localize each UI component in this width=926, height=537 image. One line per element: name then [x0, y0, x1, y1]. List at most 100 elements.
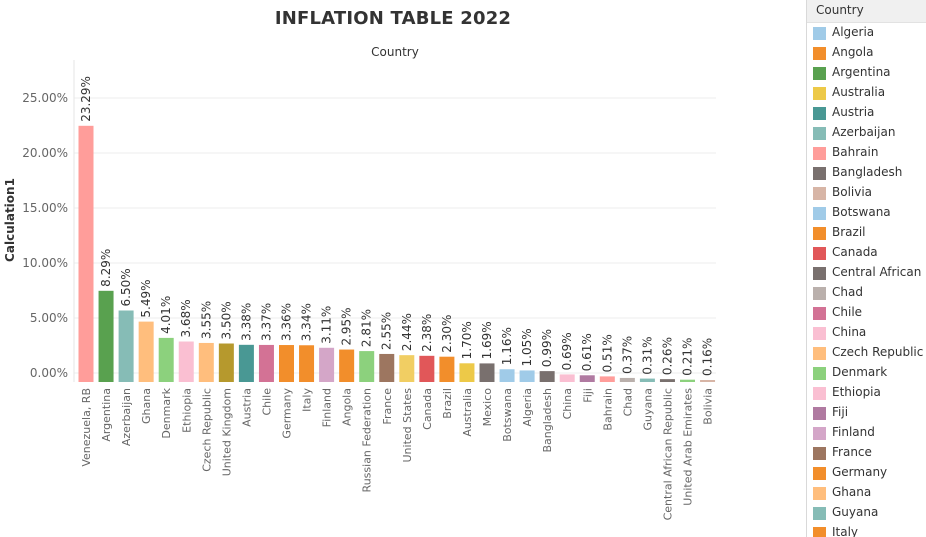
bar[interactable] [319, 347, 335, 382]
x-tick-label: Fiji [581, 388, 594, 403]
bar[interactable] [299, 345, 315, 382]
bar-value-label: 4.01% [159, 296, 173, 334]
bar-value-label: 0.16% [701, 338, 715, 376]
x-tick-label: Denmark [160, 387, 173, 438]
x-tick-label: Angola [341, 388, 354, 426]
legend-swatch [813, 407, 826, 420]
bar[interactable] [218, 343, 234, 383]
bar[interactable] [700, 380, 716, 382]
bar[interactable] [399, 355, 415, 382]
bar[interactable] [279, 345, 294, 382]
x-tick-label: Central African Republic [661, 388, 674, 520]
legend-item[interactable]: Ghana [813, 484, 926, 504]
legend-item[interactable]: China [813, 324, 926, 344]
bar-value-label: 0.37% [620, 336, 634, 374]
legend-item[interactable]: Chad [813, 284, 926, 304]
x-tick-label: United Arab Emirates [682, 388, 695, 506]
bar[interactable] [639, 378, 655, 382]
legend-item[interactable]: Fiji [813, 404, 926, 424]
bar[interactable] [659, 379, 675, 382]
x-tick-label: Botswana [501, 388, 514, 442]
bar-value-label: 2.44% [400, 313, 414, 351]
bar[interactable] [78, 125, 94, 382]
legend-item[interactable]: Italy [813, 524, 926, 537]
legend-item[interactable]: Austria [813, 104, 926, 124]
bar[interactable] [339, 349, 355, 382]
bar[interactable] [258, 344, 274, 382]
bar[interactable] [178, 341, 194, 382]
legend-item[interactable]: Botswana [813, 204, 926, 224]
legend-item[interactable]: Bahrain [813, 144, 926, 164]
legend-item[interactable]: Argentina [813, 64, 926, 84]
legend-label: Bangladesh [832, 165, 903, 179]
bar[interactable] [98, 290, 114, 382]
legend-item[interactable]: Brazil [813, 224, 926, 244]
x-tick-label: Bangladesh [541, 388, 554, 453]
y-tick-labels: 0.00% 5.00% 10.00% 15.00% 20.00% 25.00% [22, 91, 68, 380]
legend-item[interactable]: Germany [813, 464, 926, 484]
legend-label: Brazil [832, 225, 866, 239]
legend-item[interactable]: Central African R [813, 264, 926, 284]
legend-item[interactable]: Czech Republic [813, 344, 926, 364]
bar-value-label: 3.68% [179, 299, 193, 337]
legend-title: Country [807, 0, 926, 23]
bar[interactable] [238, 344, 254, 382]
y-tick-label: 15.00% [22, 201, 68, 215]
bar[interactable] [499, 369, 515, 382]
bar[interactable] [619, 377, 635, 382]
bar-value-label: 3.34% [300, 303, 314, 341]
legend-swatch [813, 207, 826, 220]
bar-value-label: 3.37% [259, 303, 273, 341]
bar[interactable] [198, 342, 214, 382]
bar[interactable] [359, 351, 375, 382]
bar[interactable] [680, 379, 695, 382]
legend-item[interactable]: Australia [813, 84, 926, 104]
x-tick-label: Finland [321, 388, 334, 427]
x-tick-label: Germany [281, 388, 294, 439]
legend-label: Canada [832, 245, 878, 259]
legend-swatch [813, 167, 826, 180]
bar[interactable] [539, 371, 555, 382]
bar[interactable] [158, 337, 174, 382]
bar[interactable] [459, 363, 475, 382]
x-tick-label: Australia [461, 388, 474, 437]
bar[interactable] [579, 375, 595, 382]
x-tick-label: Russian Federation [361, 388, 374, 492]
bar-value-label: 1.70% [460, 321, 474, 359]
bar-value-label: 2.30% [440, 315, 454, 353]
legend-item[interactable]: Angola [813, 44, 926, 64]
legend-swatch [813, 327, 826, 340]
bar[interactable] [599, 376, 615, 382]
legend-swatch [813, 487, 826, 500]
bar[interactable] [118, 310, 134, 383]
legend-item[interactable]: Algeria [813, 24, 926, 44]
legend-item[interactable]: Guyana [813, 504, 926, 524]
legend-item[interactable]: Bolivia [813, 184, 926, 204]
legend-swatch [813, 527, 826, 537]
legend-item[interactable]: Bangladesh [813, 164, 926, 184]
bar[interactable] [379, 353, 395, 382]
x-tick-label: Italy [301, 388, 314, 412]
bar-value-label: 8.29% [99, 249, 113, 287]
legend-label: Czech Republic [832, 345, 924, 359]
legend-item[interactable]: Finland [813, 424, 926, 444]
bar-value-label: 2.95% [340, 307, 354, 345]
legend-item[interactable]: Azerbaijan [813, 124, 926, 144]
bar[interactable] [479, 363, 495, 382]
legend-item[interactable]: Denmark [813, 364, 926, 384]
bar-value-label: 3.55% [199, 301, 213, 339]
bar-value-label: 0.69% [560, 332, 574, 370]
bar[interactable] [559, 374, 575, 382]
bar[interactable] [519, 370, 535, 382]
legend-label: Chad [832, 285, 863, 299]
legend-item[interactable]: Chile [813, 304, 926, 324]
bar[interactable] [138, 321, 154, 382]
bar-chart: Country Calculation1 0.00% 5.00% 10.00% 15.… [3, 45, 716, 520]
legend-item[interactable]: Ethiopia [813, 384, 926, 404]
x-tick-label: Chad [621, 388, 634, 416]
legend-item[interactable]: France [813, 444, 926, 464]
legend-label: China [832, 325, 867, 339]
bar[interactable] [419, 355, 435, 382]
legend-item[interactable]: Canada [813, 244, 926, 264]
bar[interactable] [439, 356, 455, 382]
